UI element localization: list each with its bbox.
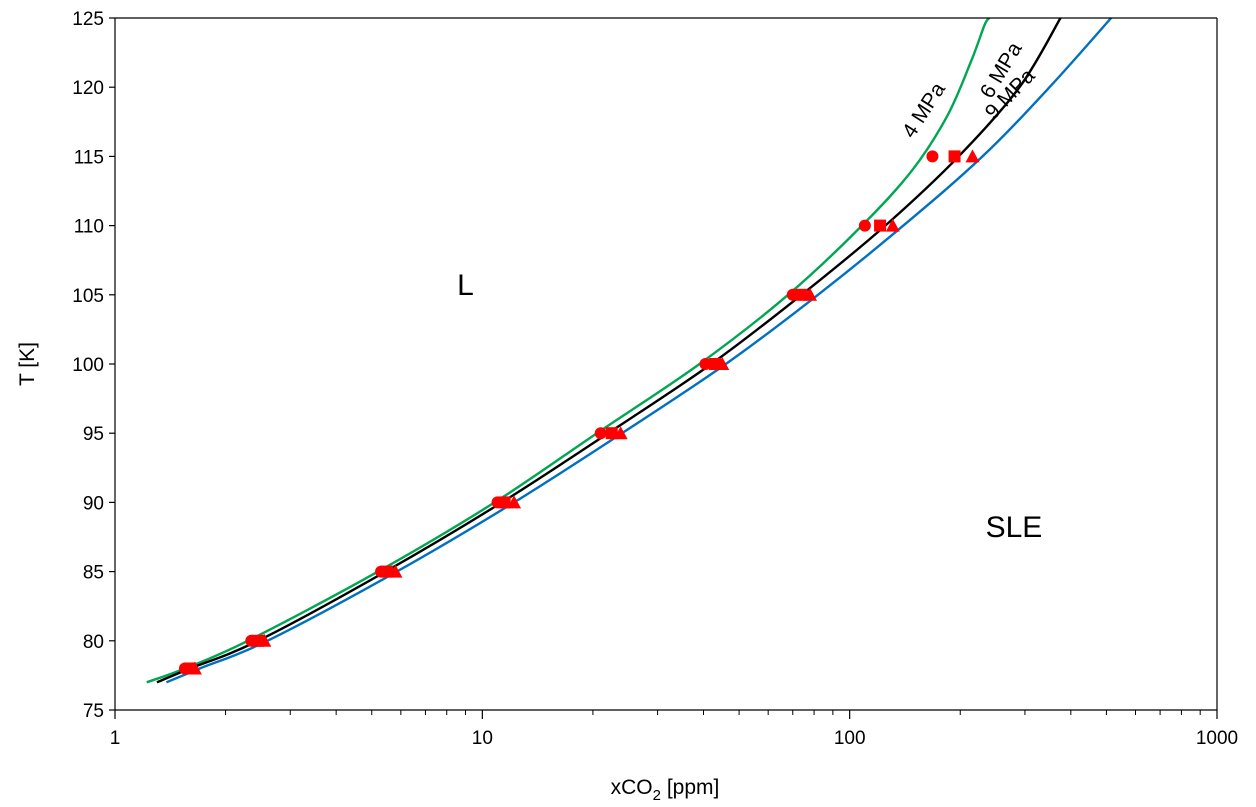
markers-group bbox=[178, 149, 980, 675]
x-axis-title-unit: [ppm] bbox=[661, 776, 719, 799]
curves-group bbox=[146, 17, 1112, 684]
y-tick-label: 120 bbox=[72, 78, 104, 99]
x-axis-title-main: xCO bbox=[611, 776, 653, 799]
data-point-circle bbox=[926, 150, 939, 163]
y-tick-label: 80 bbox=[83, 632, 104, 653]
x-tick-label: 1 bbox=[110, 728, 121, 749]
x-axis-title: xCO2 [ppm] bbox=[611, 776, 720, 804]
data-point-square bbox=[380, 565, 393, 578]
data-point-square bbox=[605, 427, 618, 440]
y-tick-label: 105 bbox=[72, 286, 104, 307]
y-tick-label: 85 bbox=[83, 563, 104, 584]
data-point-triangle bbox=[613, 426, 628, 440]
data-point-circle bbox=[699, 358, 712, 370]
data-point-circle bbox=[858, 219, 871, 232]
x-tick-label: 1000 bbox=[1196, 728, 1238, 749]
y-tick-label: 115 bbox=[74, 147, 104, 168]
curve-4-mpa bbox=[146, 17, 991, 684]
data-point-square bbox=[874, 219, 887, 232]
x-tick-label: 10 bbox=[472, 728, 493, 749]
data-point-circle bbox=[594, 427, 607, 440]
data-point-triangle bbox=[388, 564, 403, 578]
curve-9-mpa bbox=[165, 17, 1112, 684]
y-tick-label: 95 bbox=[83, 424, 104, 445]
data-point-square bbox=[948, 150, 961, 163]
data-point-triangle bbox=[965, 149, 980, 163]
data-point-square bbox=[498, 496, 511, 509]
axes-group bbox=[109, 17, 1218, 719]
y-tick-label: 75 bbox=[83, 701, 104, 722]
y-tick-label: 110 bbox=[74, 217, 104, 238]
y-axis-title: T [K] bbox=[16, 342, 39, 386]
data-point-triangle bbox=[803, 287, 818, 301]
region-label: L bbox=[457, 269, 474, 302]
data-point-triangle bbox=[507, 495, 522, 509]
y-tick-label: 125 bbox=[72, 9, 104, 30]
curve-label: 4 MPa bbox=[898, 78, 950, 142]
x-axis-title-subscript: 2 bbox=[653, 787, 661, 804]
data-point-triangle bbox=[187, 661, 202, 675]
data-point-triangle bbox=[257, 633, 272, 647]
y-tick-label: 100 bbox=[72, 355, 104, 376]
data-point-triangle bbox=[885, 218, 900, 232]
x-tick-label: 100 bbox=[834, 728, 866, 749]
data-point-triangle bbox=[715, 357, 730, 370]
y-tick-label: 90 bbox=[83, 493, 104, 514]
data-point-square bbox=[795, 288, 808, 301]
region-label: SLE bbox=[986, 511, 1043, 544]
